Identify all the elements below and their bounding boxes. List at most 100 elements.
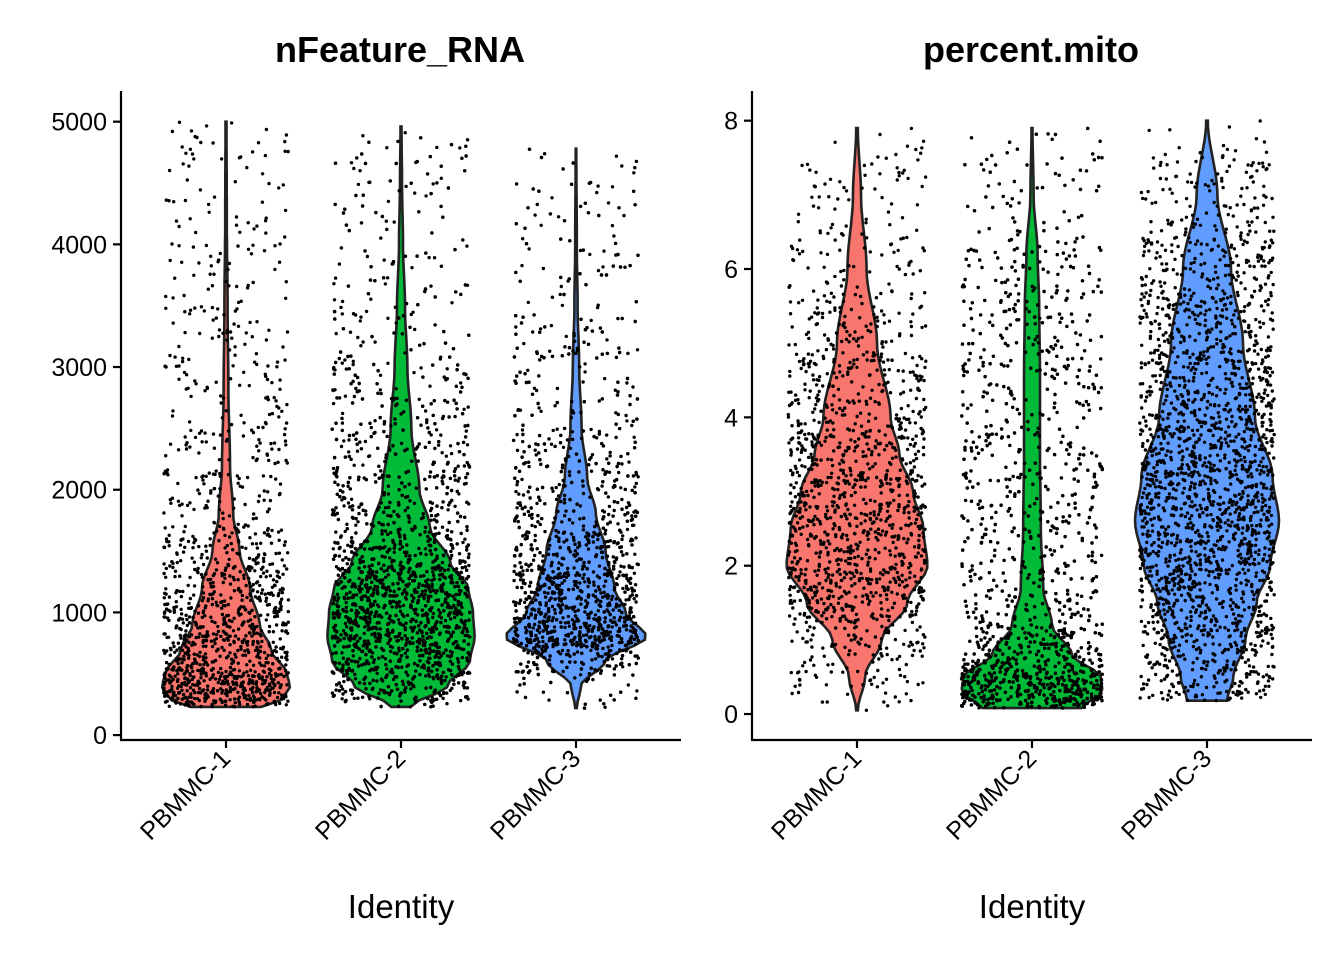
data-point [177,244,181,248]
data-point [179,636,183,640]
data-point [217,328,222,332]
data-point [526,368,530,372]
data-point [335,492,339,496]
data-point [375,589,379,593]
data-point [170,684,174,689]
data-point [183,310,187,314]
data-point [439,176,443,180]
data-point [176,677,180,682]
data-point [178,633,182,638]
data-point [209,639,214,643]
data-point [335,599,339,603]
data-point [236,637,241,641]
data-point [397,576,402,581]
data-point [331,557,336,561]
data-point [552,625,557,629]
data-point [611,514,615,518]
data-point [251,582,255,587]
data-point [371,570,375,574]
data-point [191,615,195,620]
data-point [247,610,251,615]
data-point [285,683,289,687]
data-point [393,635,397,639]
data-point [622,213,626,218]
data-point [220,682,224,686]
panel-title: nFeature_RNA [275,29,525,70]
data-point [357,681,362,685]
data-point [423,287,428,291]
data-point [382,491,386,495]
data-point [256,648,260,652]
data-point [365,659,369,663]
data-point [387,621,391,625]
data-point [169,648,173,652]
data-point [409,625,413,630]
data-point [415,649,419,653]
data-point [561,445,566,449]
data-point [244,331,248,335]
data-point [621,534,625,538]
data-point [191,534,195,539]
data-point [380,404,384,408]
data-point [238,383,242,387]
data-point [228,625,232,629]
data-point [591,677,595,682]
data-point [222,599,227,603]
data-point [202,671,207,675]
data-point [187,606,191,610]
data-point [203,506,207,510]
data-point [217,508,222,512]
data-point [363,161,368,166]
data-point [241,640,245,645]
data-point [181,692,186,697]
data-point [255,631,259,635]
data-point [426,620,430,624]
data-point [426,599,430,603]
data-point [261,669,266,673]
data-point [634,600,638,604]
data-point [203,696,207,700]
data-point [439,355,443,359]
data-point [253,648,258,653]
data-point [206,287,210,291]
data-point [457,571,461,575]
data-point [459,602,463,607]
data-point [403,643,408,647]
data-point [590,453,595,457]
data-point [335,630,339,634]
data-point [394,665,398,669]
data-point [243,607,248,612]
data-point [333,317,337,321]
data-point [192,661,196,666]
data-point [199,556,203,560]
data-point [377,464,381,468]
data-point [350,515,355,520]
data-point [387,692,392,697]
data-point [223,533,227,538]
data-point [388,594,392,598]
data-point [345,527,349,531]
data-point [274,605,278,610]
data-point [386,573,391,577]
data-point [214,568,219,572]
data-point [196,611,201,615]
data-point [619,550,624,554]
data-point [199,305,204,309]
data-point [162,562,166,566]
data-point [447,603,451,608]
data-point [252,695,256,700]
data-point [176,696,180,701]
data-point [230,336,234,340]
data-point [446,508,450,512]
data-point [429,191,433,196]
data-point [595,190,599,195]
data-point [174,219,179,223]
data-point [443,678,447,683]
data-point [176,641,181,645]
data-point [401,428,405,432]
data-point [400,665,404,669]
data-point [278,600,283,604]
data-point [239,612,243,616]
data-point [424,686,428,690]
data-point [277,415,281,419]
